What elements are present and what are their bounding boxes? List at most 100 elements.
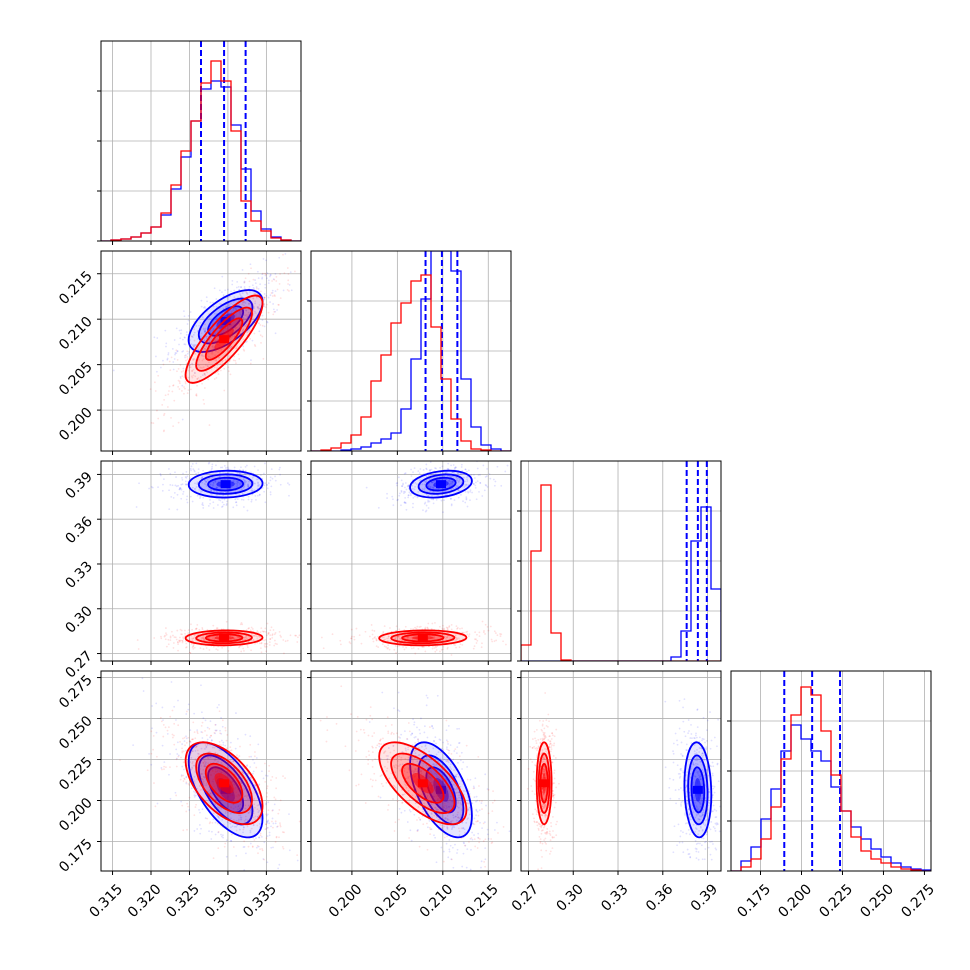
scatter-point	[410, 468, 413, 471]
scatter-point	[278, 809, 281, 811]
scatter-point	[221, 501, 224, 504]
scatter-point	[255, 498, 257, 501]
scatter-point	[200, 777, 203, 780]
scatter-point	[246, 340, 248, 343]
scatter-point	[163, 761, 166, 764]
scatter-point	[149, 388, 152, 390]
scatter-point	[413, 723, 416, 726]
scatter-point	[434, 806, 436, 809]
x-tick-label: 0.330	[202, 881, 242, 921]
scatter-point	[339, 643, 342, 646]
histogram-series-1	[521, 484, 721, 661]
scatter-point	[448, 475, 451, 478]
scatter-point	[458, 742, 460, 745]
scatter-point	[244, 818, 247, 821]
scatter-point	[481, 808, 483, 810]
scatter-point	[424, 808, 427, 811]
scatter-point	[211, 768, 214, 771]
scatter-point	[368, 635, 371, 638]
scatter-point	[240, 650, 243, 653]
scatter-point	[261, 630, 264, 633]
scatter-point	[268, 831, 271, 834]
density-peak	[417, 633, 428, 642]
scatter-point	[432, 763, 435, 765]
scatter-point	[242, 795, 245, 798]
scatter-point	[403, 501, 406, 503]
scatter-point	[399, 768, 402, 771]
scatter-point	[255, 846, 258, 849]
scatter-point	[235, 304, 238, 307]
scatter-point	[251, 284, 254, 287]
scatter-point	[251, 288, 254, 291]
scatter-point	[217, 767, 219, 770]
scatter-point	[232, 777, 234, 780]
scatter-point	[246, 331, 248, 334]
scatter-point	[264, 482, 267, 485]
scatter-point	[478, 635, 481, 638]
scatter-point	[242, 846, 245, 848]
scatter-point	[248, 285, 251, 288]
scatter-point	[465, 744, 468, 747]
scatter-point	[171, 390, 174, 393]
scatter-point	[247, 812, 250, 814]
scatter-point	[453, 750, 456, 752]
scatter-point	[456, 627, 458, 630]
scatter-point	[251, 476, 254, 479]
scatter-point	[208, 351, 211, 354]
scatter-point	[240, 818, 242, 821]
scatter-point	[185, 741, 188, 744]
scatter-point	[153, 637, 156, 639]
scatter-point	[242, 469, 245, 472]
scatter-point	[195, 627, 198, 630]
scatter-point	[472, 785, 475, 788]
scatter-point	[193, 764, 196, 767]
scatter-point	[197, 349, 200, 351]
scatter-point	[355, 627, 358, 630]
scatter-point	[466, 848, 469, 851]
scatter-point	[230, 749, 233, 752]
scatter-point	[229, 794, 232, 797]
scatter-point	[381, 643, 384, 646]
scatter-point	[262, 630, 265, 633]
scatter-point	[456, 813, 459, 816]
scatter-point	[497, 832, 499, 834]
scatter-point	[435, 498, 438, 501]
scatter-point	[182, 472, 184, 475]
scatter-point	[410, 734, 412, 736]
scatter-point	[258, 822, 261, 825]
scatter-point	[233, 767, 236, 770]
scatter-point	[457, 775, 460, 778]
scatter-point	[173, 339, 176, 341]
scatter-point	[225, 504, 228, 507]
scatter-point	[392, 745, 395, 747]
scatter-point	[225, 810, 227, 813]
scatter-point	[151, 705, 154, 707]
scatter-point	[407, 494, 410, 497]
scatter-point	[269, 273, 272, 276]
scatter-point	[371, 785, 374, 788]
scatter-point	[169, 753, 171, 755]
scatter-point	[458, 830, 461, 833]
scatter-point	[408, 801, 410, 804]
scatter-point	[424, 812, 427, 815]
scatter-point	[252, 799, 255, 801]
scatter-point	[205, 296, 208, 299]
scatter-point	[219, 466, 222, 469]
scatter-point	[194, 794, 197, 797]
scatter-point	[190, 642, 193, 645]
scatter-point	[238, 303, 241, 306]
scatter-point	[178, 388, 181, 390]
scatter-point	[492, 478, 495, 481]
scatter-point	[266, 826, 269, 829]
scatter-point	[203, 387, 206, 389]
scatter-point	[184, 382, 187, 385]
scatter-point	[360, 773, 363, 776]
scatter-point	[419, 468, 422, 470]
scatter-point	[429, 469, 432, 472]
scatter-point	[456, 638, 459, 641]
scatter-point	[286, 289, 289, 291]
scatter-point	[264, 272, 267, 275]
scatter-point	[237, 320, 240, 323]
scatter-point	[500, 633, 503, 636]
scatter-point	[203, 637, 205, 640]
